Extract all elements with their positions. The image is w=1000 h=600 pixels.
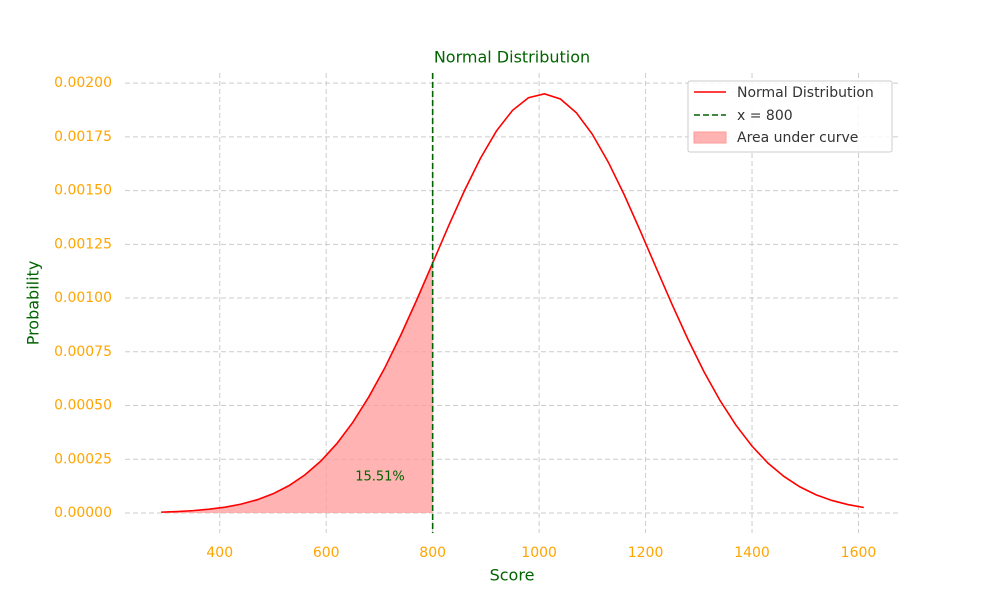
legend-label: Normal Distribution (737, 85, 874, 101)
grid (125, 73, 900, 533)
area-under-curve (161, 263, 433, 514)
y-tick-label: 0.00075 (54, 344, 112, 360)
x-tick-label: 1200 (628, 545, 664, 561)
y-tick-label: 0.00200 (54, 75, 112, 91)
annotation: 15.51% (355, 470, 405, 485)
legend-label: x = 800 (737, 108, 793, 124)
y-tick-label: 0.00175 (54, 129, 112, 145)
x-tick-label: 1600 (841, 545, 877, 561)
legend-patch (693, 131, 727, 144)
y-tick-label: 0.00000 (54, 505, 112, 521)
y-tick-label: 0.00100 (54, 290, 112, 306)
x-tick-label: 1000 (521, 545, 557, 561)
x-tick-label: 400 (206, 545, 233, 561)
y-tick-label: 0.00150 (54, 183, 112, 199)
y-tick-label: 0.00125 (54, 236, 112, 252)
legend-label: Area under curve (737, 130, 858, 146)
x-tick-label: 800 (419, 545, 446, 561)
y-tick-label: 0.00025 (54, 451, 112, 467)
x-tick-label: 1400 (734, 545, 770, 561)
x-tick-label: 600 (313, 545, 340, 561)
x-axis-label: Score (490, 566, 535, 585)
y-tick-label: 0.00050 (54, 398, 112, 414)
chart-title: Normal Distribution (434, 48, 590, 67)
y-axis-label: Probability (24, 261, 43, 346)
legend-box (687, 80, 893, 153)
line (161, 93, 864, 513)
legend: Normal Distribution x = 800 Area under cur… (687, 80, 893, 153)
